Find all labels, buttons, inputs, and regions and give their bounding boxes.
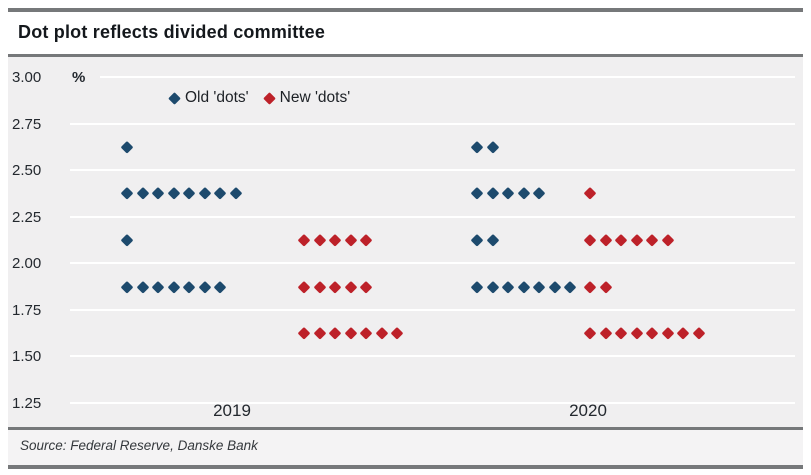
gridline xyxy=(70,122,795,125)
x-category-label: 2019 xyxy=(213,401,251,420)
y-tick-label: 1.25 xyxy=(12,395,42,412)
legend-label-old-dots: Old 'dots' xyxy=(185,89,249,106)
source-text: Source: Federal Reserve, Danske Bank xyxy=(20,438,258,453)
top-divider xyxy=(8,8,803,12)
gridline xyxy=(70,215,795,218)
legend-item-old-dots: Old 'dots' xyxy=(168,89,249,107)
new-dots-diamond-icon xyxy=(262,91,276,105)
title-divider xyxy=(8,54,803,57)
legend: Old 'dots' New 'dots' xyxy=(168,89,351,107)
x-category-label: 2020 xyxy=(569,401,607,420)
y-tick-label: 2.00 xyxy=(12,255,42,273)
y-tick-label: 1.75 xyxy=(12,301,42,319)
gridline xyxy=(70,169,795,172)
y-tick-label: 1.50 xyxy=(12,348,42,366)
source-divider xyxy=(8,427,803,430)
y-axis-unit-label: % xyxy=(72,69,86,86)
gridline xyxy=(100,76,795,78)
gridline xyxy=(70,355,795,358)
legend-item-new-dots: New 'dots' xyxy=(262,89,351,107)
y-tick-label: 3.00 xyxy=(12,69,42,86)
old-dots-diamond-icon xyxy=(168,91,181,105)
gridline xyxy=(70,308,795,311)
chart-title: Dot plot reflects divided committee xyxy=(18,22,326,42)
y-tick-label: 2.25 xyxy=(12,208,42,226)
gridline xyxy=(70,402,795,404)
y-tick-label: 2.75 xyxy=(12,115,42,133)
legend-label-new-dots: New 'dots' xyxy=(279,89,351,106)
source-band xyxy=(8,430,803,465)
gridline xyxy=(70,262,795,265)
y-tick-label: 2.50 xyxy=(12,162,42,180)
bottom-divider xyxy=(8,465,803,469)
